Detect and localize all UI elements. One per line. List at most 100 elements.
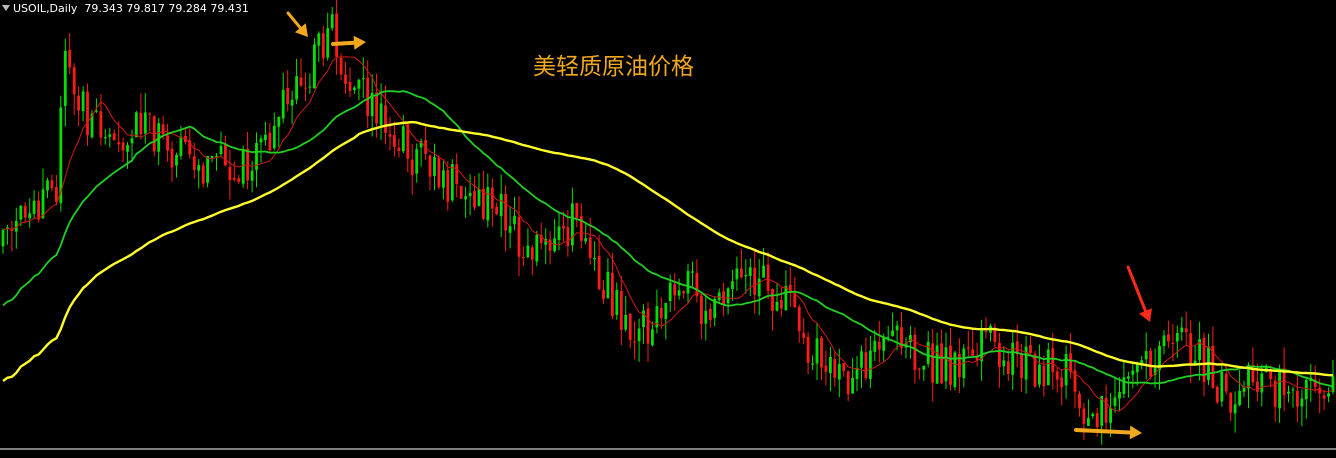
candle-body (544, 238, 548, 245)
annotation-arrow-head (294, 23, 308, 37)
candle-body (651, 329, 654, 346)
candle-body (682, 291, 685, 294)
candle-body (744, 275, 748, 277)
candle-body (1167, 334, 1170, 342)
chevron-down-icon[interactable] (2, 5, 10, 11)
annotation-arrow (331, 35, 366, 50)
candle-body (571, 203, 574, 246)
candle-body (419, 141, 423, 148)
candle-body (482, 188, 485, 219)
candle-body (393, 135, 396, 147)
candle-body (415, 149, 419, 174)
candle-body (548, 239, 552, 251)
candle-body (526, 245, 530, 258)
candle-body (37, 200, 40, 220)
candle-body (86, 91, 89, 136)
candle-body (891, 330, 894, 336)
candle-body (490, 187, 494, 209)
candle-body (99, 111, 103, 138)
candle-body (797, 306, 801, 331)
candle-body (597, 255, 601, 290)
candle-body (944, 347, 948, 382)
candle-body (900, 327, 903, 348)
candle-body (1073, 370, 1077, 392)
candle-body (602, 289, 605, 299)
symbol-header: USOIL,Daily 79.343 79.817 79.284 79.431 (2, 2, 249, 15)
candle-body (10, 229, 14, 231)
candle-body (1046, 349, 1050, 386)
candle-body (197, 165, 201, 171)
candle-body (793, 292, 797, 307)
candle-body (833, 359, 837, 378)
candle-body (611, 272, 614, 317)
candle-body (513, 215, 516, 225)
candle-body (121, 142, 125, 151)
candle-body (659, 307, 663, 319)
candle-body (353, 87, 356, 90)
annotation-arrow-shaft (1126, 265, 1147, 313)
candle-body (1202, 337, 1206, 382)
candle-body (628, 313, 632, 340)
candle-body (993, 327, 997, 342)
candle-body (1304, 379, 1308, 400)
candle-body (126, 144, 129, 152)
candle-body (317, 33, 321, 46)
candle-body (829, 357, 832, 374)
candle-body (1256, 381, 1259, 392)
candle-body (50, 180, 54, 189)
candle-body (90, 113, 94, 138)
candle-body (637, 328, 641, 342)
candle-body (1322, 395, 1326, 399)
annotation-arrow (1074, 425, 1142, 440)
candle-body (1224, 373, 1228, 392)
annotation-arrow (286, 11, 308, 37)
candle-body (575, 203, 579, 218)
candle-body (771, 289, 774, 311)
candle-body (370, 92, 374, 117)
candle-body (1011, 342, 1015, 375)
candle-body (384, 105, 387, 133)
candle-body (1024, 346, 1028, 380)
candle-body (713, 298, 717, 318)
candle-body (366, 77, 370, 116)
annotation-arrow-shaft (1074, 428, 1132, 435)
candle-body (357, 79, 361, 89)
candle-body (753, 267, 757, 295)
candle-body (295, 76, 298, 100)
candle-body (401, 126, 405, 152)
candle-body (940, 343, 943, 384)
candle-body (112, 133, 116, 141)
candle-body (215, 155, 218, 157)
candle-body (286, 87, 290, 105)
candle-body (237, 178, 241, 182)
candle-body (802, 332, 806, 338)
candle-body (81, 91, 85, 112)
candle-body (1, 229, 5, 247)
candle-body (517, 216, 521, 257)
candle-body (1158, 345, 1161, 371)
candle-body (72, 67, 76, 95)
candle-body (281, 89, 285, 119)
candle-body (748, 267, 752, 276)
candle-body (815, 338, 819, 364)
candle-body (1300, 398, 1304, 407)
candle-body (68, 50, 72, 68)
candle-body (495, 206, 499, 215)
candle-body (926, 341, 930, 364)
candle-body (1291, 389, 1295, 391)
candle-body (762, 265, 765, 278)
candle-body (593, 258, 596, 260)
annotation-arrow-head (1139, 308, 1152, 322)
candle-body (55, 187, 58, 202)
candle-body (299, 77, 303, 86)
candle-body (1180, 327, 1184, 333)
candle-body (700, 295, 703, 325)
candle-body (1220, 372, 1224, 402)
candle-body (1038, 364, 1041, 385)
candle-body (1233, 404, 1237, 414)
candle-body (655, 306, 659, 328)
candle-body (1193, 360, 1197, 365)
candle-body (348, 82, 352, 91)
candle-body (1269, 369, 1273, 380)
